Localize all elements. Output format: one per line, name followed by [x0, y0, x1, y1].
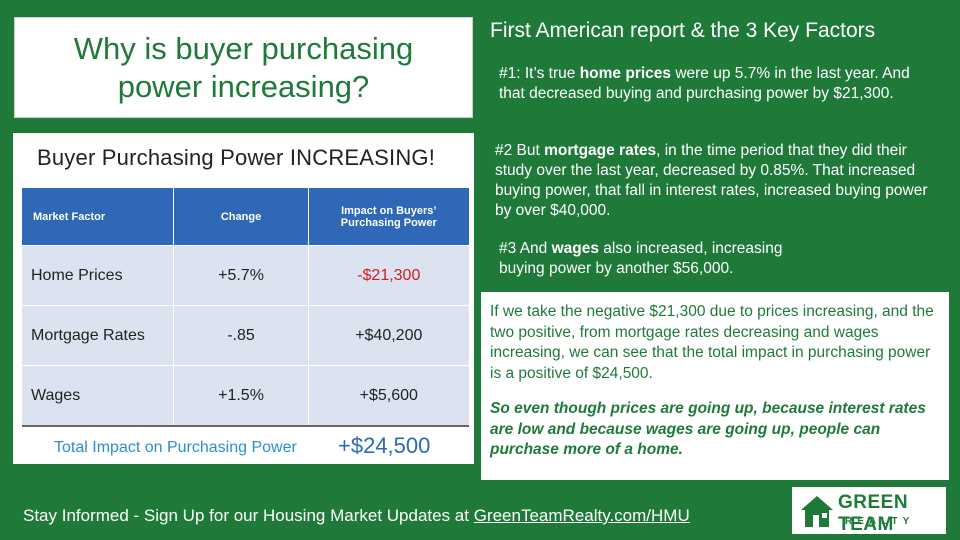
table-row: Home Prices +5.7% -$21,300 — [22, 245, 469, 306]
row-impact-negative: -$21,300 — [308, 245, 469, 306]
factor-1-bold: home prices — [579, 65, 672, 82]
table-row: Wages +1.5% +$5,600 — [22, 365, 469, 427]
factor-1-pre: #1: It’s true — [499, 65, 580, 82]
total-impact-label: Total Impact on Purchasing Power — [54, 439, 297, 456]
factor-3-bold: wages — [551, 240, 599, 257]
factor-2-text: #2 But mortgage rates, in the time perio… — [495, 141, 940, 221]
factor-3-pre: #3 And — [499, 240, 552, 257]
row-impact: +$5,600 — [308, 365, 469, 427]
factor-3-text: #3 And wages also increased, increasing … — [499, 239, 829, 279]
slide-title: Why is buyer purchasing power increasing… — [73, 30, 414, 104]
factor-2-bold: mortgage rates — [544, 142, 657, 159]
factor-1-text: #1: It’s true home prices were up 5.7% i… — [499, 64, 939, 104]
header-market-factor: Market Factor — [22, 188, 175, 246]
row-factor: Home Prices — [22, 245, 175, 306]
summary-text: If we take the negative $21,300 due to p… — [490, 303, 934, 382]
summary-box: If we take the negative $21,300 due to p… — [481, 292, 949, 480]
summary-emphasis: So even though prices are going up, beca… — [490, 400, 926, 458]
table-row: Mortgage Rates -.85 +$40,200 — [22, 305, 469, 366]
logo-sub-text: REALTY — [845, 516, 915, 527]
table-heading: Buyer Purchasing Power INCREASING! — [37, 145, 436, 170]
title-box: Why is buyer purchasing power increasing… — [14, 17, 473, 118]
purchasing-power-table-card: Buyer Purchasing Power INCREASING! Marke… — [13, 133, 474, 464]
header-impact: Impact on Buyers’ Purchasing Power — [308, 188, 469, 246]
row-factor: Mortgage Rates — [22, 305, 175, 366]
total-impact-value: +$24,500 — [338, 433, 431, 458]
table-area: Market Factor Change Impact on Buyers’ P… — [22, 188, 469, 427]
row-change: +5.7% — [173, 245, 309, 306]
row-change: -.85 — [173, 305, 309, 366]
green-team-realty-logo: GREEN TEAM REALTY — [792, 487, 946, 535]
footer-text: Stay Informed - Sign Up for our Housing … — [23, 506, 474, 525]
factor-2-post: , in the time period that they did their… — [495, 142, 928, 219]
row-change: +1.5% — [173, 365, 309, 427]
factor-1-post: were up 5.7% in the last year. And that … — [499, 65, 910, 102]
factor-3-post: also increased, increasing buying power … — [499, 240, 783, 277]
market-factor-table: Market Factor Change Impact on Buyers’ P… — [22, 188, 469, 427]
footer-link[interactable]: GreenTeamRealty.com/HMU — [473, 506, 690, 525]
key-factors-title: First American report & the 3 Key Factor… — [490, 19, 876, 42]
logo-brand-text: GREEN TEAM — [838, 492, 909, 535]
house-logo-icon — [801, 496, 833, 527]
table-header-row: Market Factor Change Impact on Buyers’ P… — [22, 188, 469, 246]
factor-2-pre: #2 But — [495, 142, 545, 159]
row-factor: Wages — [22, 365, 175, 427]
footer-cta: Stay Informed - Sign Up for our Housing … — [23, 506, 690, 526]
header-change: Change — [173, 188, 309, 246]
row-impact: +$40,200 — [308, 305, 469, 366]
